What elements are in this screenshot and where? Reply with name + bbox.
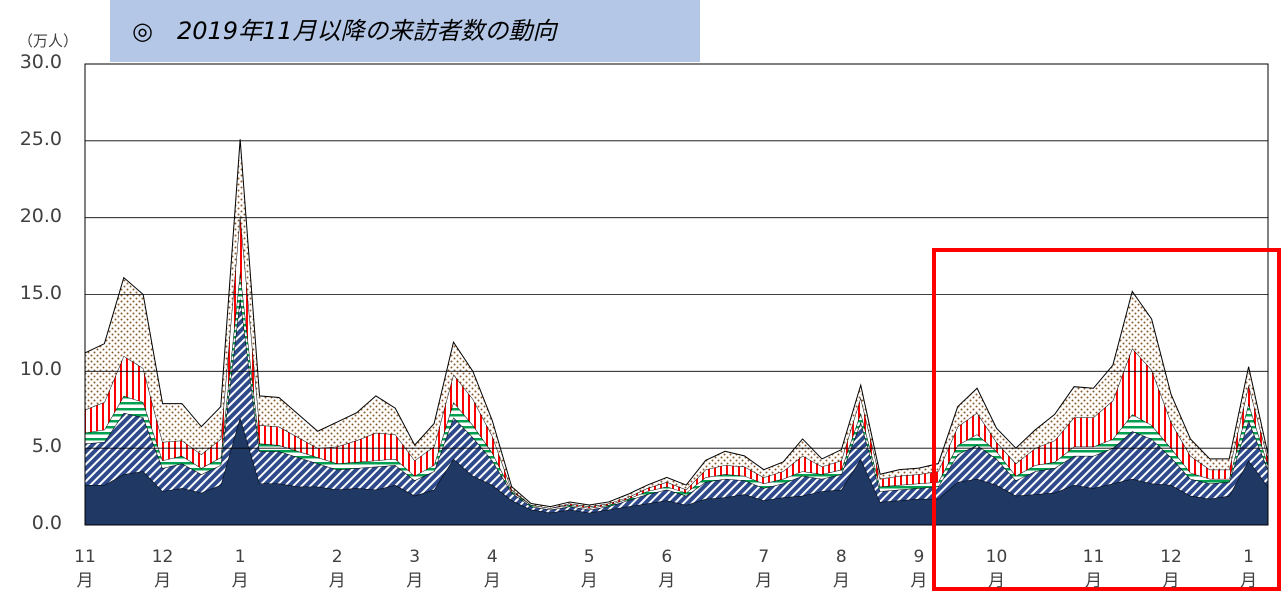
y-tick-label: 25.0 <box>19 127 62 150</box>
y-tick-label: 5.0 <box>31 435 62 458</box>
x-tick-label: 1 月 <box>1240 547 1258 591</box>
x-tick-label: 10 月 <box>985 547 1008 591</box>
x-tick-label: 9 月 <box>910 547 928 591</box>
x-tick-label: 12 月 <box>151 547 174 591</box>
x-tick-label: 2 月 <box>328 547 346 591</box>
plot-border <box>84 63 1269 526</box>
x-tick-label: 11 月 <box>74 547 96 591</box>
x-tick-label: 4 月 <box>483 547 501 591</box>
x-tick-label: 5 月 <box>580 547 598 591</box>
y-tick-label: 30.0 <box>19 51 62 73</box>
y-tick-label: 0.0 <box>31 512 62 534</box>
area <box>85 417 1268 525</box>
area-edge <box>84 139 1269 508</box>
area <box>85 297 1268 513</box>
x-tick-label: 3 月 <box>406 547 424 591</box>
x-tick-label: 7 月 <box>755 547 773 591</box>
x-tick-label: 8 月 <box>832 547 850 591</box>
area <box>85 214 1268 509</box>
x-tick-label: 11 月 <box>1082 547 1105 591</box>
y-unit: （万人） <box>18 32 79 50</box>
highlight-box <box>932 248 1281 591</box>
x-tick-label: 12 月 <box>1160 547 1182 591</box>
y-tick-label: 20.0 <box>19 204 62 227</box>
chart-title: ◎ 2019年11月以降の来訪者数の動向 <box>110 0 700 62</box>
x-tick-label: 6 月 <box>658 547 676 591</box>
y-tick-label: 15.0 <box>19 281 62 304</box>
area <box>85 139 1268 509</box>
y-tick-label: 10.0 <box>19 358 62 381</box>
x-tick-label: 1 月 <box>231 547 249 591</box>
